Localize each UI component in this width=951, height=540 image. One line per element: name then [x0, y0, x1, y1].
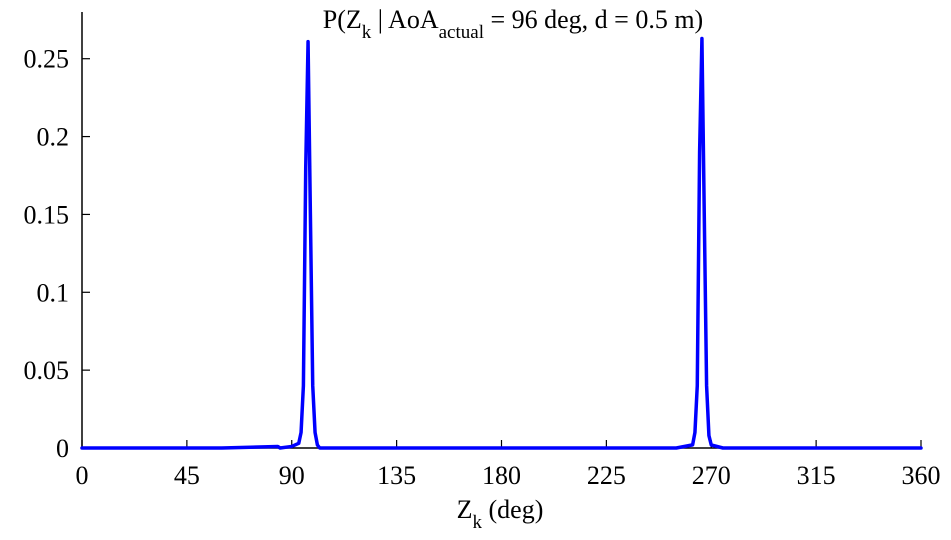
x-axis-label: Zk (deg) [457, 495, 544, 533]
y-tick-label: 0.05 [24, 356, 70, 385]
y-tick-label: 0.1 [37, 278, 70, 307]
y-tick-label: 0.25 [24, 45, 70, 74]
axes [81, 12, 921, 449]
x-tick-label: 45 [174, 461, 200, 490]
chart-title: P(Zk | AoAactual = 96 deg, d = 0.5 m) [323, 5, 703, 43]
x-tick-label: 180 [482, 461, 521, 490]
x-tick-label: 315 [797, 461, 836, 490]
x-tick-label: 225 [587, 461, 626, 490]
series-line [80, 36, 923, 450]
x-tick-label: 360 [902, 461, 941, 490]
y-tick-label: 0.2 [37, 123, 70, 152]
x-tick-label: 270 [692, 461, 731, 490]
y-tick-label: 0 [56, 434, 69, 463]
y-tick-label: 0.15 [24, 200, 70, 229]
x-tick-label: 135 [377, 461, 416, 490]
x-tick-label: 90 [279, 461, 305, 490]
ticks: 0 45 90 135 180 225 270 315 360 0 0.05 0.1 0.15 0.2 0.… [24, 45, 941, 490]
x-tick-label: 0 [76, 461, 89, 490]
series [80, 36, 923, 450]
